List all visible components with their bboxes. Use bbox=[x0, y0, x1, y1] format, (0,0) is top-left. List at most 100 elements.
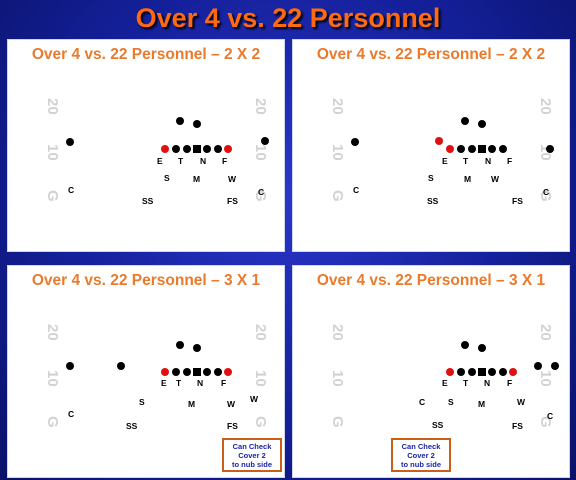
defender-label-f: F bbox=[222, 156, 227, 166]
field-markings: 20 10 G 20 10 G bbox=[329, 98, 554, 202]
defender-label-t: T bbox=[463, 156, 469, 166]
defender-label-w: W bbox=[228, 174, 237, 184]
offense-tight-end-right bbox=[224, 368, 232, 376]
defender-label-e: E bbox=[157, 156, 163, 166]
goal-mark-left: G bbox=[44, 190, 61, 202]
goal-mark-right: G bbox=[537, 190, 554, 202]
offense-players bbox=[446, 341, 559, 376]
goal-mark-left: G bbox=[44, 416, 61, 428]
yard-number-10-right: 10 bbox=[252, 370, 269, 387]
main-title: Over 4 vs. 22 Personnel bbox=[135, 3, 441, 33]
defender-label-n: N bbox=[197, 378, 203, 388]
offense-tackle-left bbox=[446, 145, 454, 153]
defender-label-s: S bbox=[164, 173, 170, 183]
defender-label-c-right: C bbox=[547, 411, 553, 421]
yard-number-10-right: 10 bbox=[252, 144, 269, 161]
offense-wide-receiver-left bbox=[351, 138, 359, 146]
defender-label-c-left: C bbox=[68, 185, 74, 195]
defender-label-c-left: C bbox=[419, 397, 425, 407]
offense-back-left bbox=[176, 117, 184, 125]
offense-tight-end-left bbox=[446, 368, 454, 376]
defender-label-t: T bbox=[176, 378, 182, 388]
defender-label-e: E bbox=[442, 156, 448, 166]
panel-title: Over 4 vs. 22 Personnel – 2 X 2 bbox=[31, 46, 261, 63]
offense-back-right bbox=[478, 344, 486, 352]
offense-tackle-right bbox=[214, 145, 222, 153]
defender-label-m: M bbox=[193, 174, 200, 184]
offense-tight-end-right bbox=[224, 145, 232, 153]
defender-label-t: T bbox=[463, 378, 469, 388]
offense-tackle-right bbox=[214, 368, 222, 376]
offense-tight-end-left bbox=[161, 368, 169, 376]
defender-label-ss: SS bbox=[427, 196, 439, 206]
offense-guard-left bbox=[468, 368, 476, 376]
offense-back-left bbox=[461, 117, 469, 125]
offense-back-right bbox=[193, 120, 201, 128]
offense-tight-end-right bbox=[509, 368, 517, 376]
offense-guard-right bbox=[488, 145, 496, 153]
defender-label-n: N bbox=[200, 156, 206, 166]
yard-number-20-right: 20 bbox=[537, 98, 554, 115]
defender-label-fs: FS bbox=[227, 196, 238, 206]
offense-guard-left bbox=[183, 145, 191, 153]
offense-tackle-left bbox=[172, 145, 180, 153]
cover-2-note: Can Check Cover 2 to nub side bbox=[391, 438, 451, 472]
diagram-panel-1: Over 4 vs. 22 Personnel – 2 X 2 20 10 G … bbox=[7, 39, 285, 252]
offense-back-right bbox=[478, 120, 486, 128]
offense-wide-receiver-right bbox=[546, 145, 554, 153]
offense-tackle-right bbox=[499, 368, 507, 376]
defender-label-ss: SS bbox=[432, 420, 444, 430]
defense-labels: E T N F C S M W C SS FS bbox=[419, 378, 553, 431]
defense-labels: E T N F S M W C C SS FS bbox=[353, 156, 549, 206]
offense-tackle-left bbox=[457, 368, 465, 376]
defender-label-t: T bbox=[178, 156, 184, 166]
defender-label-m: M bbox=[464, 174, 471, 184]
defender-label-w-deep: W bbox=[250, 394, 259, 404]
defender-label-fs: FS bbox=[227, 421, 238, 431]
offense-back-right bbox=[193, 344, 201, 352]
defender-label-fs: FS bbox=[512, 421, 523, 431]
diagram-panel-4: Over 4 vs. 22 Personnel – 3 X 1 20 10 G … bbox=[292, 265, 570, 478]
offense-wide-receiver-right bbox=[551, 362, 559, 370]
field-markings: 20 10 G 20 10 G bbox=[329, 324, 554, 428]
defender-label-e: E bbox=[161, 378, 167, 388]
offense-slot-right bbox=[534, 362, 542, 370]
defender-label-s: S bbox=[139, 397, 145, 407]
defender-label-n: N bbox=[484, 378, 490, 388]
field-markings: 20 10 G 20 10 G bbox=[44, 98, 269, 202]
field-markings: 20 10 G 20 10 G bbox=[44, 324, 269, 428]
defender-label-w: W bbox=[227, 399, 236, 409]
yard-number-20-right: 20 bbox=[537, 324, 554, 341]
goal-mark-right: G bbox=[252, 190, 269, 202]
offense-guard-right bbox=[488, 368, 496, 376]
formation-diagram: 20 10 G 20 10 G E T N F C S M bbox=[329, 324, 559, 431]
offense-back-left bbox=[461, 341, 469, 349]
yard-number-20-left: 20 bbox=[329, 324, 346, 341]
defender-label-m: M bbox=[478, 399, 485, 409]
yard-number-10-left: 10 bbox=[44, 144, 61, 161]
offense-tackle-left bbox=[172, 368, 180, 376]
goal-mark-right: G bbox=[252, 416, 269, 428]
defender-label-s: S bbox=[428, 173, 434, 183]
offense-wide-receiver-left bbox=[66, 362, 74, 370]
offense-center bbox=[478, 368, 486, 376]
offense-guard-right bbox=[203, 368, 211, 376]
formation-diagram: 20 10 G 20 10 G E T N F S M W bbox=[44, 98, 269, 206]
defender-label-ss: SS bbox=[142, 196, 154, 206]
yard-number-10-left: 10 bbox=[44, 370, 61, 387]
offense-guard-left bbox=[183, 368, 191, 376]
defense-labels: E T N F S M W C C SS FS bbox=[68, 156, 264, 206]
yard-number-20-left: 20 bbox=[44, 98, 61, 115]
cover-2-note-text: Can Check Cover 2 to nub side bbox=[232, 441, 272, 469]
offense-players bbox=[66, 341, 232, 376]
defense-labels: E T N F S M W W C SS FS bbox=[68, 378, 259, 431]
defender-label-e: E bbox=[442, 378, 448, 388]
offense-center bbox=[478, 145, 486, 153]
defender-label-c-left: C bbox=[353, 185, 359, 195]
defender-label-f: F bbox=[507, 156, 512, 166]
offense-center bbox=[193, 368, 201, 376]
cover-2-note-text: Can Check Cover 2 to nub side bbox=[401, 441, 441, 469]
defender-label-w: W bbox=[517, 397, 526, 407]
defender-label-c-right: C bbox=[258, 187, 264, 197]
yard-number-10-left: 10 bbox=[329, 144, 346, 161]
